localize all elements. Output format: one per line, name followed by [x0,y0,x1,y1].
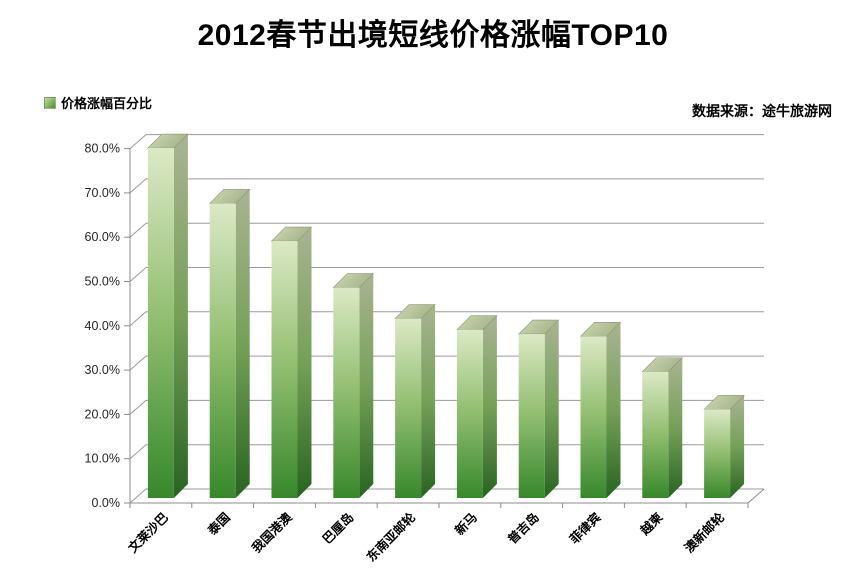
side-wall-gridline [129,134,147,149]
x-axis-label: 越柬 [636,509,665,538]
x-axis-label: 普吉岛 [505,510,542,547]
y-axis-label: 30.0% [85,363,120,377]
side-wall-gridline [129,444,147,460]
bar-column-1 [147,133,189,498]
side-wall-gridline [129,311,147,327]
bar-side-face [606,322,621,498]
bar-column-8 [579,322,622,498]
data-source-note: 数据来源：途牛旅游网 [692,103,832,119]
bar-column-5 [394,304,436,498]
legend-swatch-icon [44,96,56,109]
bar-front-face [518,334,545,498]
side-wall-gridline [129,178,147,194]
bar-side-face [730,395,745,498]
bar-side-face [482,315,497,498]
y-axis-label: 0.0% [92,496,121,510]
axes [124,148,765,508]
bar-column-4 [332,273,375,498]
side-wall-gridline [129,400,147,415]
bar-front-face [147,148,174,498]
bar-column-7 [517,319,560,498]
bar-side-face [173,134,188,498]
bar-front-face [642,371,669,498]
bar-column-10 [703,395,745,498]
bar-front-face [580,336,607,498]
x-axis-label: 我国港澳 [249,509,295,555]
x-axis-label: 新马 [452,510,480,538]
side-wall-gridline [129,488,147,504]
bar-side-face [668,357,683,498]
x-axis-label: 巴厘岛 [319,510,356,547]
bar-front-face [333,287,360,498]
x-axis-label: 澳新邮轮 [681,509,727,555]
bar-side-face [544,320,559,498]
bar-front-face [395,318,422,498]
x-axis-label: 文莱沙巴 [125,509,171,555]
side-wall-gridline [129,222,147,238]
x-axis-label: 菲律宾 [566,510,603,547]
bar-side-face [421,304,436,498]
bar-side-face [359,273,374,498]
x-axis-label: 东南亚邮轮 [363,509,418,564]
y-axis-label: 70.0% [85,186,120,200]
floor-right-edge [747,488,765,504]
y-axis-label: 10.0% [85,452,120,466]
y-axis-label: 40.0% [85,319,120,333]
chart-title: 2012春节出境短线价格涨幅TOP10 [197,19,669,52]
x-axis-label: 泰国 [204,510,233,539]
y-axis-label: 80.0% [85,142,120,156]
bar-column-9 [641,357,684,498]
legend-label: 价格涨幅百分比 [61,96,153,111]
legend: 价格涨幅百分比 [44,93,152,112]
bar-front-face [209,203,236,498]
bar-side-face [297,227,312,498]
bars [147,133,745,498]
bar-front-face [704,409,731,498]
y-axis-label: 60.0% [85,230,120,244]
bar-column-2 [208,189,251,498]
bar-column-6 [456,315,498,498]
bar-column-3 [270,226,313,498]
side-wall-gridline [129,267,147,282]
bar-front-face [456,329,483,498]
bar-side-face [235,189,250,498]
y-axis-label: 50.0% [85,275,120,289]
bar-front-face [271,241,298,498]
y-axis-label: 20.0% [85,407,120,421]
side-wall-gridline [129,355,147,371]
